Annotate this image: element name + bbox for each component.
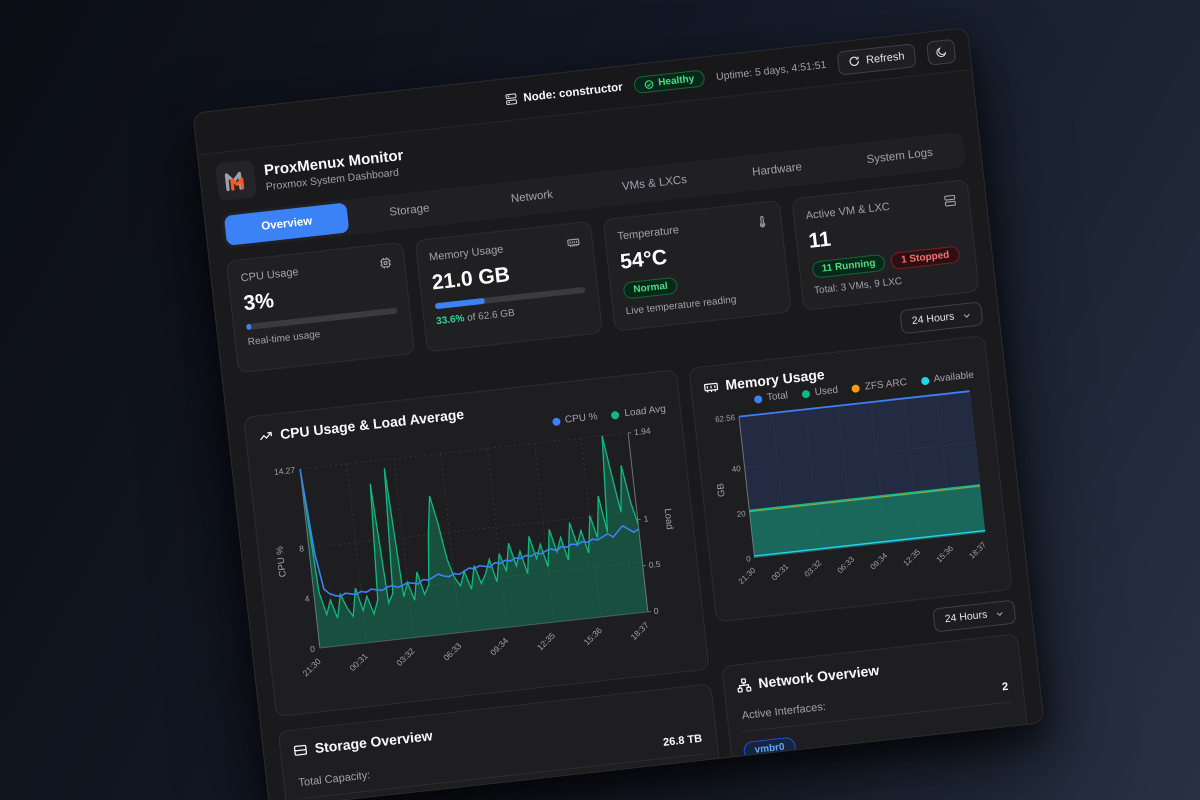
- active-vm-lxc-card: Active VM & LXC 11 11 Running 1 Stopped …: [790, 179, 980, 311]
- uptime-text: Uptime: 5 days, 4:51:51: [715, 58, 828, 83]
- period-selector[interactable]: 24 Hours: [899, 301, 984, 335]
- svg-text:00:31: 00:31: [770, 562, 791, 583]
- svg-text:14.27: 14.27: [273, 465, 296, 477]
- moon-icon: [936, 46, 947, 57]
- refresh-button[interactable]: Refresh: [836, 42, 917, 76]
- svg-text:15:36: 15:36: [582, 625, 604, 647]
- memory-card-title: Memory Usage: [428, 243, 504, 264]
- storage-disk-count: 7 disks: [667, 763, 707, 780]
- stat-cards-row: CPU Usage 3% Real-time usage Memory Usag…: [209, 165, 996, 375]
- svg-text:03:32: 03:32: [394, 646, 416, 668]
- dashboard-stage: Node: constructor Healthy Uptime: 5 days…: [192, 27, 1045, 800]
- svg-text:20: 20: [736, 509, 746, 519]
- temperature-card: Temperature 54°C Normal Live temperature…: [602, 199, 792, 332]
- storage-overview-card: Storage Overview Total Capacity: 26.8 TB…: [277, 683, 724, 800]
- hard-drive-icon: [293, 744, 307, 756]
- svg-text:8: 8: [299, 543, 305, 553]
- period-selector-2[interactable]: 24 Hours: [932, 599, 1017, 633]
- header: ProxMenux Monitor Proxmox System Dashboa…: [198, 70, 977, 209]
- storage-overview-title: Storage Overview: [313, 727, 434, 757]
- health-badge: Healthy: [633, 69, 706, 95]
- main-content: CPU Usage & Load Average CPU % Load Avg 0…: [226, 324, 1044, 800]
- svg-text:0.5: 0.5: [648, 559, 661, 570]
- svg-text:03:32: 03:32: [803, 558, 824, 579]
- svg-text:15:36: 15:36: [934, 544, 955, 565]
- node-indicator: Node: constructor: [504, 80, 623, 106]
- network-icon: [737, 677, 752, 693]
- temperature-card-title: Temperature: [616, 224, 680, 243]
- svg-text:18:37: 18:37: [967, 540, 988, 561]
- period-selector-2-row: 24 Hours: [718, 599, 1017, 657]
- period-selector-row: 24 Hours: [222, 290, 999, 409]
- memory-icon: [567, 238, 580, 247]
- svg-text:CPU %: CPU %: [274, 545, 288, 578]
- dashboard-panel: Node: constructor Healthy Uptime: 5 days…: [192, 27, 1045, 800]
- svg-text:1.94: 1.94: [634, 425, 652, 437]
- legend-dot: [611, 410, 620, 420]
- svg-text:0: 0: [653, 606, 659, 616]
- legend-dot: [920, 376, 930, 385]
- vm-card-title: Active VM & LXC: [805, 200, 891, 223]
- svg-text:12:35: 12:35: [901, 547, 922, 568]
- cpu-usage-card: CPU Usage 3% Real-time usage: [225, 241, 415, 374]
- svg-text:GB: GB: [715, 483, 727, 498]
- storage-total-capacity: 26.8 TB: [662, 732, 703, 749]
- svg-text:0: 0: [310, 644, 316, 654]
- chevron-down-icon: [996, 611, 1003, 616]
- svg-text:4: 4: [304, 593, 310, 603]
- memory-usage-card: Memory Usage 21.0 GB 33.6% of 62.6 GB: [414, 220, 604, 353]
- node-label: Node: constructor: [522, 80, 624, 104]
- memory-chart-card: Memory Usage Total Used ZFS ARC Available 2…: [688, 335, 1013, 623]
- legend-dot: [801, 389, 811, 399]
- memory-chart-icon: [703, 382, 719, 392]
- svg-text:09:34: 09:34: [869, 551, 890, 572]
- thermometer-icon: [759, 216, 765, 228]
- svg-text:1: 1: [643, 513, 649, 523]
- cpu-load-chart: 0 4 8 14.27 21:30 00:31 03:32 06:33 09:34 12:35 15…: [273, 425, 675, 678]
- network-overview-title: Network Overview: [757, 661, 880, 692]
- refresh-icon: [850, 56, 860, 66]
- svg-text:21:30: 21:30: [737, 565, 758, 586]
- theme-toggle-button[interactable]: [925, 38, 957, 66]
- topbar: Node: constructor Healthy Uptime: 5 days…: [193, 28, 972, 156]
- trending-up-icon: [259, 431, 273, 440]
- svg-text:62.56: 62.56: [715, 413, 736, 424]
- vm-running-badge: 11 Running: [810, 253, 887, 279]
- svg-text:40: 40: [731, 464, 741, 474]
- network-overview-card: Network Overview Active Interfaces: 2 vm…: [721, 633, 1030, 776]
- check-circle-icon: [645, 79, 654, 89]
- svg-text:Load: Load: [662, 508, 675, 530]
- servers-icon: [944, 194, 956, 207]
- legend-dot: [753, 394, 763, 404]
- svg-text:06:33: 06:33: [836, 554, 857, 575]
- memory-percent: 33.6%: [435, 313, 466, 328]
- vm-stopped-badge: 1 Stopped: [890, 245, 961, 270]
- legend-dot: [851, 383, 861, 393]
- svg-text:06:33: 06:33: [441, 641, 463, 663]
- svg-text:12:35: 12:35: [535, 630, 557, 652]
- cpu-icon: [379, 257, 391, 269]
- interface-badge: vmbr0: [742, 736, 797, 762]
- server-icon: [505, 93, 517, 106]
- svg-text:18:37: 18:37: [629, 620, 651, 642]
- legend-dot: [551, 416, 561, 426]
- memory-total: of 62.6 GB: [463, 307, 516, 325]
- svg-text:00:31: 00:31: [347, 651, 369, 673]
- temperature-status-badge: Normal: [622, 276, 679, 300]
- svg-text:0: 0: [746, 554, 752, 563]
- app-logo: [215, 159, 258, 202]
- svg-text:09:34: 09:34: [488, 635, 510, 657]
- cpu-card-title: CPU Usage: [240, 266, 300, 285]
- memory-chart: 21:30 00:31 03:32 06:33 09:34 12:35 15:36 18:37…: [715, 390, 988, 586]
- cpu-load-chart-card: CPU Usage & Load Average CPU % Load Avg 0…: [243, 369, 710, 718]
- active-interfaces-count: 2: [1001, 680, 1009, 694]
- chevron-down-icon: [963, 313, 970, 318]
- svg-text:21:30: 21:30: [301, 656, 323, 678]
